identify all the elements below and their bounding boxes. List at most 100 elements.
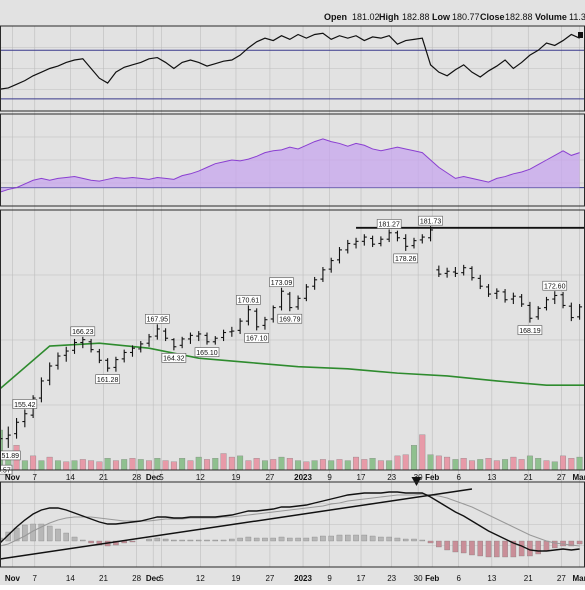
volume-bar	[121, 459, 128, 471]
volume-bar	[71, 460, 78, 471]
volume-bar	[179, 458, 186, 471]
volume-bar	[311, 460, 318, 471]
macd-histogram-bar	[477, 540, 483, 557]
grid-lines	[0, 26, 585, 567]
volume-bar	[154, 458, 161, 471]
x-tick-label: 14	[66, 473, 75, 482]
price-label: 173.09	[271, 280, 293, 287]
moving-average-line	[0, 342, 585, 390]
x-tick-label: 6	[456, 473, 461, 482]
x-tick-label: 23	[387, 473, 396, 482]
price-label: 170.61	[238, 298, 260, 305]
volume-bar	[518, 459, 525, 471]
macd-histogram-bar	[71, 536, 78, 542]
x-tick-label: 23	[387, 574, 396, 583]
volume-bar	[535, 458, 542, 471]
macd-histogram-bar	[386, 536, 392, 542]
x-tick-label: 17	[357, 574, 366, 583]
volume-bar	[88, 460, 95, 471]
volume-bar	[220, 453, 227, 471]
volume-bar	[245, 460, 252, 471]
price-label-box	[269, 277, 294, 288]
macd-histogram-bar	[361, 534, 368, 542]
volume-bar	[262, 460, 268, 471]
macd-histogram-bar	[146, 538, 152, 542]
macd-histogram-bar	[5, 531, 12, 542]
volume-bar	[419, 434, 426, 471]
macd-histogram-bar	[22, 524, 28, 542]
x-tick-label: 27	[557, 574, 566, 583]
rsi-marker	[578, 32, 583, 38]
volume-bar	[170, 461, 177, 471]
x-tick-label: 6	[456, 574, 461, 583]
volume-bar	[55, 460, 61, 471]
volume-bar	[344, 460, 351, 471]
x-tick-label: 21	[524, 473, 533, 482]
macd-histogram-bar	[245, 536, 252, 542]
volume-value: 11.3	[569, 12, 585, 22]
price-label: 167.95	[147, 317, 169, 324]
volume-bar	[46, 456, 53, 471]
macd-histogram-bar	[494, 540, 500, 558]
volume-bar	[526, 455, 533, 471]
macd-histogram-bar	[402, 538, 409, 542]
macd-histogram-bar	[460, 540, 467, 554]
volume-bar	[543, 460, 550, 471]
x-tick-label: Nov	[5, 574, 21, 583]
price-label-box	[95, 374, 120, 384]
price-label-box	[542, 280, 568, 291]
x-tick-label: Mar	[572, 574, 585, 583]
volume-bar	[369, 458, 376, 471]
volume-bar	[112, 460, 119, 471]
volume-bar	[303, 461, 310, 471]
volume-bar	[195, 456, 202, 471]
price-label: 181.27	[378, 222, 400, 229]
x-tick-label: 19	[232, 473, 241, 482]
volume-bar	[0, 429, 3, 471]
price-label-box	[161, 353, 187, 363]
volume-bar	[278, 456, 285, 471]
low-value: 180.77	[452, 12, 480, 22]
macd-histogram-bar	[427, 540, 434, 544]
price-label: 167.10	[246, 336, 268, 343]
volume-bar	[79, 459, 86, 471]
price-label-box	[194, 347, 220, 357]
x-tick-label: 28	[132, 473, 141, 482]
macd-histogram-bar	[237, 537, 243, 542]
volume-label: Volume	[535, 12, 567, 22]
price-label-box	[277, 313, 303, 324]
macd-histogram-bar	[535, 540, 541, 555]
x-tick-label: 21	[524, 574, 533, 583]
macd-histogram-bar	[195, 539, 202, 542]
rsi-line	[0, 32, 580, 90]
macd-histogram-bar	[485, 540, 492, 558]
volume-bar	[411, 445, 417, 471]
price-label: 169.79	[279, 317, 301, 324]
volume-bar	[510, 456, 517, 471]
volume-bar	[328, 460, 335, 471]
rsi-panel	[0, 32, 585, 100]
macd-histogram-bar	[320, 535, 326, 542]
price-label-box	[418, 215, 443, 226]
x-tick-label: 27	[557, 473, 566, 482]
price-label: 151.89	[0, 453, 19, 460]
volume-bar	[237, 455, 244, 471]
x-tick-label: Dec	[146, 574, 161, 583]
macd-histogram-bar	[80, 539, 86, 542]
macd-histogram-bar	[543, 540, 550, 552]
price-label: 172.60	[544, 284, 566, 291]
ohlc-readout: Open 181.02 High 182.88 Low 180.77 Close…	[324, 12, 585, 22]
price-label: 155.42	[14, 402, 36, 409]
indicator-panel	[0, 138, 585, 193]
macd-histogram-bar	[278, 536, 285, 542]
close-label: Close	[480, 12, 505, 22]
macd-histogram-bar	[311, 536, 318, 542]
macd-histogram-bar	[13, 527, 20, 542]
volume-bar	[21, 460, 28, 471]
macd-histogram-bar	[0, 537, 3, 542]
x-tick-label: 12	[196, 574, 205, 583]
macd-histogram-bar	[502, 540, 508, 558]
volume-bar	[460, 458, 467, 471]
